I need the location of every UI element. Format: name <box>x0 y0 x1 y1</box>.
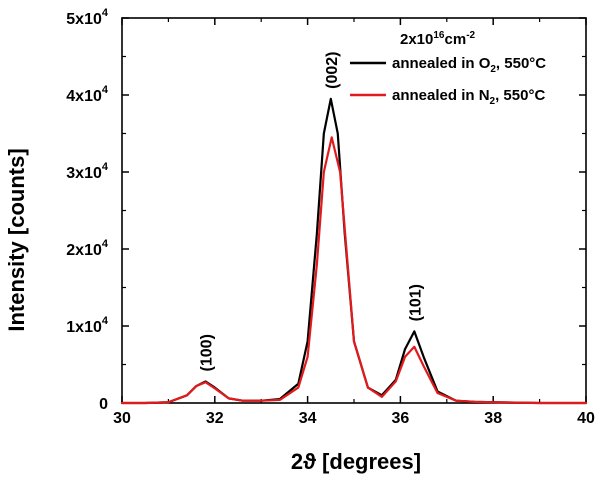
series-line-1 <box>120 136 588 405</box>
series-group <box>120 97 588 405</box>
y-tick-label: 1x104 <box>66 315 109 336</box>
plot-frame <box>121 17 587 404</box>
y-tick-label: 3x104 <box>66 161 109 182</box>
peak-label: (101) <box>407 284 424 321</box>
y-tick-label: 0 <box>99 396 108 413</box>
legend-n2-tail: , 550°C <box>495 87 545 104</box>
series-line-0 <box>120 97 588 405</box>
x-tick-label: 36 <box>392 410 410 427</box>
x-axis-title: 2ϑ [degrees] <box>291 449 421 474</box>
y-tick-label: 2x104 <box>66 238 109 259</box>
x-tick-label: 40 <box>577 410 595 427</box>
legend-title-base: 2x10 <box>400 31 433 48</box>
legend-n2-main: annealed in N <box>392 87 490 104</box>
plot-border <box>121 17 587 404</box>
y-axis-title: Intensity [counts] <box>4 148 29 331</box>
legend-o2-main: annealed in O <box>392 55 491 72</box>
peak-label: (002) <box>324 51 341 88</box>
x-tick-label: 30 <box>113 410 131 427</box>
legend-title: 2x1016cm-2 <box>400 30 476 48</box>
legend-title-unit: cm <box>445 31 467 48</box>
legend-o2-sub: 2 <box>490 64 496 75</box>
y-tick-label: 4x104 <box>66 84 109 105</box>
legend-label-o2: annealed in O2, 550°C <box>392 55 546 75</box>
y-tick-label: 5x104 <box>66 7 109 28</box>
x-tick-label: 34 <box>299 410 317 427</box>
legend-n2-sub: 2 <box>490 96 496 107</box>
legend-title-sup1: 16 <box>433 30 445 41</box>
peak-label: (100) <box>199 334 216 371</box>
legend-label-n2: annealed in N2, 550°C <box>392 87 545 107</box>
legend: 2x1016cm-2 annealed in O2, 550°C anneale… <box>350 30 546 107</box>
x-tick-label: 32 <box>206 410 224 427</box>
peak-labels: (100) (002) (101) <box>199 51 425 371</box>
legend-title-sup2: -2 <box>466 30 475 41</box>
x-tick-label: 38 <box>484 410 502 427</box>
legend-o2-tail: , 550°C <box>496 55 546 72</box>
axis-ticks: 30 32 34 36 38 40 0 1x104 2x104 3x104 4x104 5x104 <box>66 7 595 427</box>
